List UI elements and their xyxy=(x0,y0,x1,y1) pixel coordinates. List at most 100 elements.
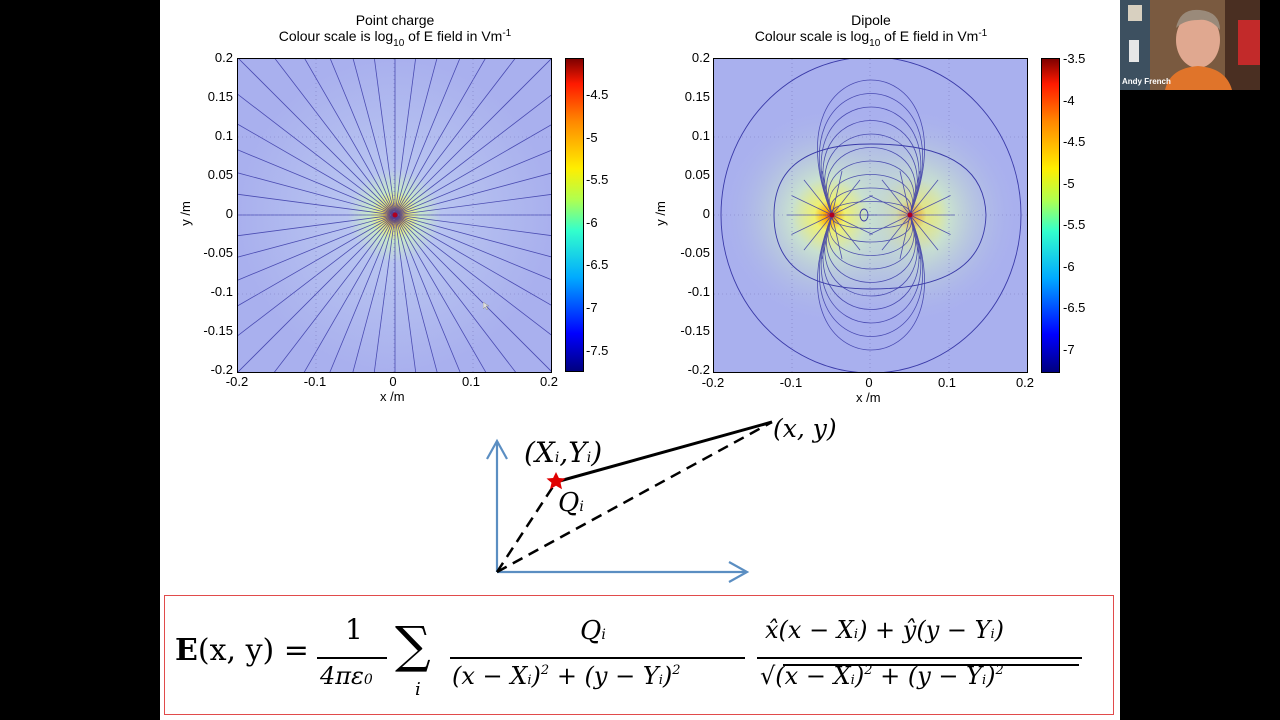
field-line xyxy=(821,171,833,216)
colorbar-tick-label: -5 xyxy=(586,129,598,145)
field-line xyxy=(374,59,396,216)
field-line xyxy=(831,214,861,251)
field-line xyxy=(238,214,396,372)
colorbar-tick-label: -7 xyxy=(1063,341,1075,357)
colorbar-tick-label: -4 xyxy=(1063,92,1075,108)
left-plot-title: Point charge Colour scale is log10 of E … xyxy=(278,12,512,49)
charge-star-icon xyxy=(546,472,566,490)
rightYtick-label: 0.05 xyxy=(684,167,710,182)
field-line xyxy=(394,59,416,216)
colorbar-tick-label: -5.5 xyxy=(1063,217,1086,232)
left-colorbar xyxy=(565,58,584,372)
field-line xyxy=(394,214,551,236)
colorbar-tick-label: -7.5 xyxy=(586,342,609,358)
fraction-bar-1 xyxy=(317,657,387,659)
leftXtick-label: -0.1 xyxy=(303,374,327,389)
field-line xyxy=(820,214,922,324)
equation-denominator-2: √(x − Xi)2 + (y − Yi)2 xyxy=(760,662,1004,690)
leftXtick-label: 0 xyxy=(389,374,397,389)
field-line xyxy=(829,214,913,256)
field-line xyxy=(869,214,911,235)
leftYtick-label: 0.1 xyxy=(214,128,233,143)
participant-name: Andy French xyxy=(1122,77,1171,86)
field-line xyxy=(909,171,921,216)
field-line xyxy=(394,94,551,216)
leftXtick-label: 0.1 xyxy=(461,374,481,389)
field-line xyxy=(394,172,551,216)
rightYtick-label: -0.2 xyxy=(687,362,710,377)
field-line xyxy=(394,59,438,216)
right-colorbar xyxy=(1041,58,1060,373)
rightYtick-label: 0.1 xyxy=(691,128,710,143)
field-line xyxy=(394,214,438,372)
colorbar-tick-label: -4.5 xyxy=(1063,134,1086,149)
right-y-label: y /m xyxy=(652,201,668,226)
charge-label: Qi xyxy=(558,488,584,518)
field-line xyxy=(274,59,396,216)
right-field-plot xyxy=(713,58,1028,373)
colorbar-tick-label: -5 xyxy=(1063,175,1075,191)
colorbar-tick-label: -6 xyxy=(1063,258,1075,274)
field-line xyxy=(803,214,833,251)
diagram-graphic xyxy=(486,420,773,583)
field-line xyxy=(352,214,396,372)
fraction-bar-2 xyxy=(450,657,745,659)
field-line xyxy=(831,195,873,216)
field-line xyxy=(238,193,396,216)
field-line xyxy=(394,124,551,216)
rightXtick-label: 0.2 xyxy=(1015,375,1035,390)
field-line xyxy=(909,179,939,216)
rightYtick-label: 0.2 xyxy=(691,50,710,65)
field-line xyxy=(394,214,417,372)
field-line xyxy=(394,214,551,336)
equation-denominator-1: (x − Xi)2 + (y − Yi)2 xyxy=(452,662,681,690)
rightXtick-label: 0.1 xyxy=(937,375,957,390)
field-line xyxy=(869,195,911,216)
field-line xyxy=(238,94,396,216)
presenter-video-icon xyxy=(1120,0,1260,90)
mouse-pointer-icon xyxy=(483,302,489,310)
charge-position-label: (Xi,Yi) xyxy=(524,436,603,469)
equation-lhs: E(x, y) = xyxy=(175,633,309,668)
equation-sum-index: i xyxy=(415,679,421,700)
field-line xyxy=(394,214,551,281)
field-line xyxy=(909,214,939,251)
field-line xyxy=(238,214,396,237)
field-equation-box: E(x, y) = 1 4πε0 ∑ i Qi (x − Xi)2 + (y −… xyxy=(164,595,1114,715)
field-line xyxy=(827,214,915,270)
field-line xyxy=(899,171,911,216)
rightXtick-label: 0 xyxy=(865,375,873,390)
field-line xyxy=(831,214,873,235)
field-line xyxy=(831,171,843,216)
field-line xyxy=(238,214,396,336)
equation-q-numerator: Qi xyxy=(580,616,606,646)
webcam-video-tile[interactable]: Andy French xyxy=(1120,0,1260,90)
field-line xyxy=(394,214,516,372)
field-line xyxy=(238,214,396,258)
field-line xyxy=(394,59,486,216)
field-line xyxy=(881,179,911,216)
leftYtick-label: 0.15 xyxy=(207,89,233,104)
leftYtick-label: 0 xyxy=(225,206,233,221)
right-x-label: x /m xyxy=(856,390,881,405)
field-line xyxy=(394,59,461,216)
field-line xyxy=(829,174,913,216)
field-line xyxy=(238,123,396,216)
field-line xyxy=(238,214,396,307)
equation-four-pi-eps: 4πε0 xyxy=(320,662,373,690)
equation-unit-vector-numerator: x̂(x − Xi) + ŷ(y − Yi) xyxy=(765,616,1005,644)
field-line xyxy=(803,179,833,216)
colorbar-tick-label: -6.5 xyxy=(1063,300,1086,315)
rightYtick-label: -0.15 xyxy=(680,323,710,338)
rightYtick-label: 0.15 xyxy=(684,89,710,104)
field-line xyxy=(822,214,920,310)
rightXtick-label: -0.1 xyxy=(779,375,803,390)
field-line xyxy=(394,59,516,216)
field-line xyxy=(304,59,396,216)
field-line xyxy=(394,214,551,258)
field-line xyxy=(373,214,396,372)
field-line xyxy=(394,194,551,216)
rightYtick-label: -0.1 xyxy=(687,284,710,299)
field-line xyxy=(394,149,551,216)
colorbar-tick-label: -3.5 xyxy=(1063,51,1086,66)
